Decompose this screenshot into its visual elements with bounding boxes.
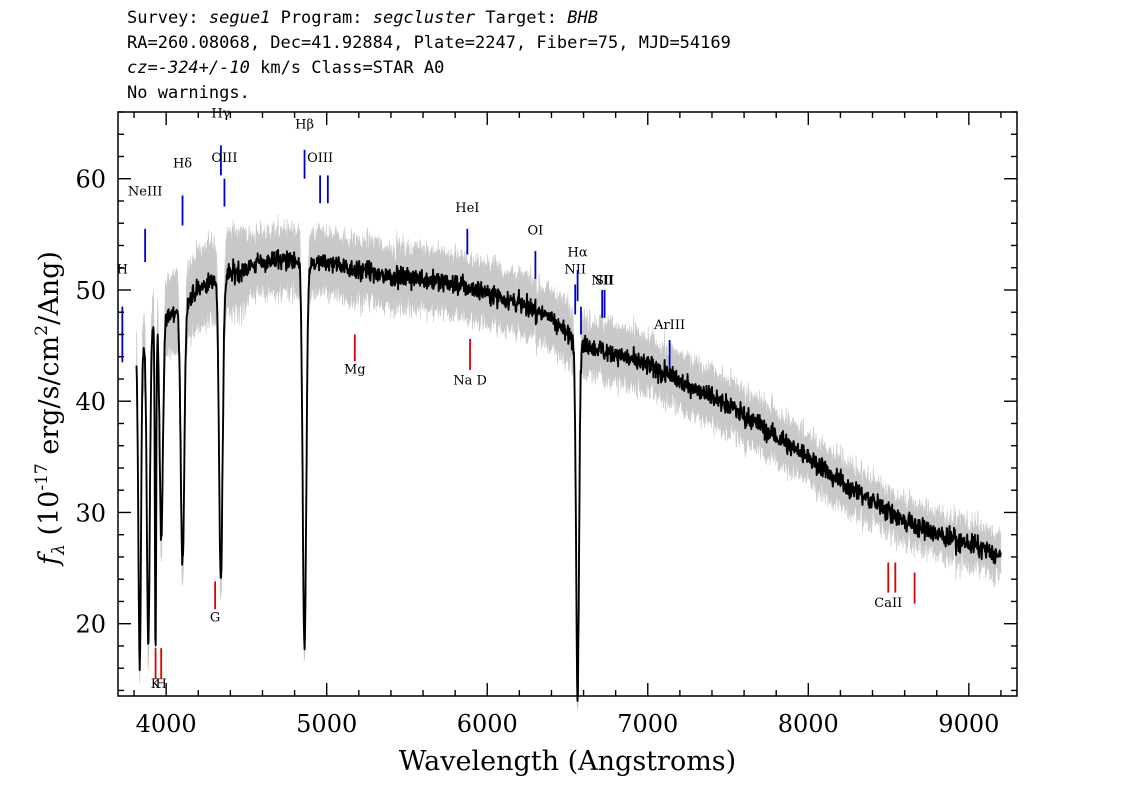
emission-line-label-10: NII xyxy=(564,262,586,277)
absorption-line-label-5: CaII xyxy=(874,596,902,611)
header-line-1: Survey: segue1 Program: segcluster Targe… xyxy=(127,8,598,28)
emission-line-label-1: NeIII xyxy=(128,184,162,199)
error-band-area xyxy=(136,213,1002,711)
plot-frame xyxy=(117,111,1018,697)
y-tick-label: 40 xyxy=(75,388,106,416)
error-band xyxy=(136,213,1002,711)
survey-label: Survey: xyxy=(127,8,199,28)
emission-line-label-13: NII xyxy=(591,273,613,288)
y-tick-label: 60 xyxy=(75,166,106,194)
cz-value: -324+/-10 xyxy=(157,58,250,78)
header-line-3: cz=-324+/-10 km/s Class=STAR A0 xyxy=(127,58,444,78)
survey-value: segue1 xyxy=(208,8,271,28)
y-tick-label: 30 xyxy=(75,499,106,527)
emission-line-label-2: Hδ xyxy=(173,157,192,172)
flux-series xyxy=(135,249,1002,702)
x-tick-label: 7000 xyxy=(617,710,678,738)
class-text: km/s Class=STAR A0 xyxy=(260,58,445,78)
header-warnings: No warnings. xyxy=(127,83,250,103)
y-tick-label: 50 xyxy=(75,277,106,305)
x-axis-label: Wavelength (Angstroms) xyxy=(399,746,736,777)
emission-line-label-14: SII xyxy=(595,273,614,288)
absorption-line-label-4: Na D xyxy=(453,374,487,389)
target-label: Target: xyxy=(485,8,557,28)
header-line-2: RA=260.08068, Dec=41.92884, Plate=2247, … xyxy=(127,33,731,53)
absorption-line-label-1: H xyxy=(156,677,167,692)
y-axis-label: fλ (10-17 erg/s/cm2/Ang) xyxy=(32,251,69,567)
flux-line xyxy=(135,249,1002,702)
target-value: BHB xyxy=(567,8,598,28)
absorption-line-label-0: K xyxy=(151,677,161,692)
x-tick-label: 5000 xyxy=(296,710,357,738)
emission-line-label-11: Hα xyxy=(568,246,588,261)
tick-labels: 4000 5000 6000 7000 8000 9000 20 30 40 50 60 xyxy=(75,166,999,738)
line-markers: HNeIIIHδHγOIIIHβOIIIHeIOINIIHαNIISIIArII… xyxy=(117,107,916,692)
x-tick-label: 6000 xyxy=(457,710,518,738)
absorption-line-label-3: Mg xyxy=(344,362,366,377)
emission-line-label-8: HeI xyxy=(455,201,479,216)
emission-line-label-15: ArIII xyxy=(653,318,685,333)
absorption-line-label-2: G xyxy=(210,610,220,625)
x-tick-label: 9000 xyxy=(938,710,999,738)
x-tick-label: 8000 xyxy=(778,710,839,738)
program-value: segcluster xyxy=(372,8,476,28)
cz-label: cz= xyxy=(127,58,158,78)
emission-line-label-0: H xyxy=(117,262,128,277)
emission-line-label-9: OI xyxy=(527,223,543,238)
emission-line-label-3: Hγ xyxy=(211,107,230,122)
emission-line-label-5: Hβ xyxy=(295,118,314,133)
emission-line-label-4: OIII xyxy=(211,151,237,166)
x-tick-label: 4000 xyxy=(136,710,197,738)
axis-ticks xyxy=(118,111,1017,696)
emission-line-label-6: OIII xyxy=(307,151,333,166)
y-tick-label: 20 xyxy=(75,611,106,639)
program-label: Program: xyxy=(280,8,363,28)
